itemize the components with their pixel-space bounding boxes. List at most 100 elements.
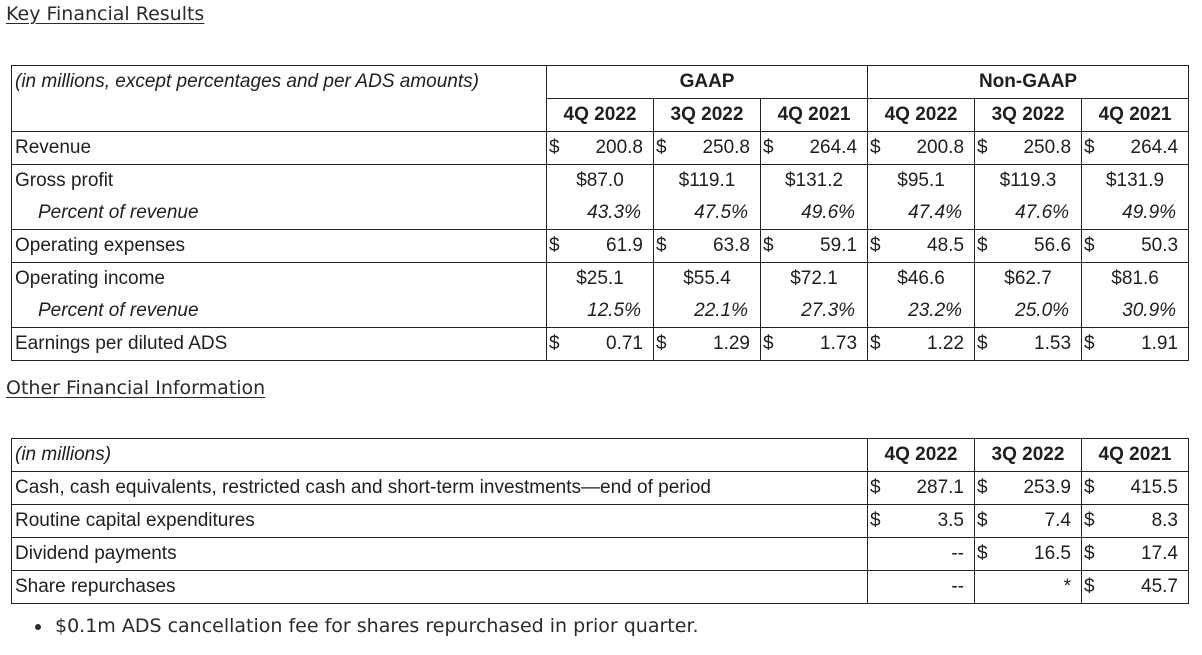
dollar-sign: $ (870, 333, 881, 354)
gross-profit-value: $131.2 (759, 164, 869, 197)
dollar-sign: $ (977, 477, 988, 498)
period-header: 4Q 2022 (867, 98, 976, 132)
eps-value: 0.71 (606, 333, 643, 354)
gross-profit-value: $95.1 (867, 164, 976, 197)
table-row: Routine capital expenditures $3.5 $7.4 $… (11, 504, 1189, 538)
operating-percent-value: 30.9% (1081, 295, 1190, 328)
gross-percent-value: 43.3% (546, 197, 654, 230)
dollar-sign: $ (763, 333, 774, 354)
row-label-opex: Operating expenses (11, 229, 547, 263)
eps-value: 1.73 (820, 333, 858, 354)
row-label-revenue: Revenue (11, 131, 547, 165)
operating-percent-value: 27.3% (759, 295, 869, 328)
period-header: 3Q 2022 (653, 98, 761, 132)
opex-value: 50.3 (1141, 235, 1179, 256)
dollar-sign: $ (656, 235, 667, 256)
row-label-operating-income: Operating income (11, 262, 547, 295)
period-header: 4Q 2021 (1081, 98, 1190, 132)
dividend-value: -- (951, 543, 964, 564)
operating-income-value: $46.6 (867, 262, 976, 295)
operating-income-value: $25.1 (546, 262, 654, 295)
gross-profit-value: $119.1 (653, 164, 761, 197)
dollar-sign: $ (870, 477, 881, 498)
opex-value: 59.1 (820, 235, 858, 256)
operating-income-value: $55.4 (653, 262, 761, 295)
eps-value: 1.91 (1141, 333, 1179, 354)
repurchase-value: * (1063, 576, 1071, 597)
row-label-eps: Earnings per diluted ADS (11, 327, 547, 361)
revenue-value: 250.8 (702, 137, 750, 158)
bullet-icon (35, 623, 41, 630)
dollar-sign: $ (656, 137, 667, 158)
table-row: Operating income $25.1 $55.4 $72.1 $46.6… (11, 262, 1190, 295)
dollar-sign: $ (870, 510, 881, 531)
dollar-sign: $ (1084, 477, 1095, 498)
operating-percent-value: 25.0% (974, 295, 1083, 328)
other-financial-information-table: (in millions) 4Q 2022 3Q 2022 4Q 2021 Ca… (11, 438, 1189, 604)
gross-percent-value: 47.5% (653, 197, 761, 230)
footnote-text: $0.1m ADS cancellation fee for shares re… (55, 615, 699, 637)
table-row: Cash, cash equivalents, restricted cash … (11, 471, 1189, 505)
gross-profit-value: $119.3 (974, 164, 1083, 197)
eps-value: 1.53 (1034, 333, 1072, 354)
operating-income-value: $81.6 (1081, 262, 1190, 295)
revenue-value: 200.8 (595, 137, 643, 158)
cash-value: 415.5 (1130, 477, 1178, 498)
gaap-header: GAAP (545, 65, 869, 99)
dollar-sign: $ (1084, 510, 1095, 531)
dollar-sign: $ (977, 510, 988, 531)
row-label-gross-percent: Percent of revenue (11, 197, 547, 230)
header-spacer (11, 98, 547, 132)
table-row: Share repurchases -- * $45.7 (11, 570, 1189, 604)
cash-value: 287.1 (916, 477, 964, 498)
dollar-sign: $ (977, 543, 988, 564)
opex-value: 48.5 (927, 235, 965, 256)
period-header: 4Q 2021 (1081, 438, 1189, 472)
table-row: Operating expenses $61.9 $63.8 $59.1 $48… (11, 229, 1190, 263)
row-label-operating-percent: Percent of revenue (11, 295, 547, 328)
row-label-share-repurchases: Share repurchases (11, 570, 868, 604)
row-label-capex: Routine capital expenditures (11, 504, 868, 538)
dollar-sign: $ (977, 137, 988, 158)
unit-note: (in millions) (11, 438, 868, 472)
dollar-sign: $ (1084, 576, 1095, 597)
dollar-sign: $ (763, 137, 774, 158)
operating-percent-value: 12.5% (546, 295, 654, 328)
repurchase-value: -- (951, 576, 964, 597)
opex-value: 61.9 (606, 235, 643, 256)
opex-value: 63.8 (713, 235, 750, 256)
gross-percent-value: 49.6% (759, 197, 869, 230)
other-financial-information-title: Other Financial Information (6, 377, 266, 399)
dividend-value: 16.5 (1034, 543, 1071, 564)
dollar-sign: $ (656, 333, 667, 354)
table-row: Earnings per diluted ADS $0.71 $1.29 $1.… (11, 327, 1190, 361)
dividend-value: 17.4 (1141, 543, 1178, 564)
opex-value: 56.6 (1034, 235, 1072, 256)
gross-percent-value: 47.4% (867, 197, 976, 230)
gross-percent-value: 49.9% (1081, 197, 1190, 230)
dollar-sign: $ (977, 235, 988, 256)
operating-income-value: $72.1 (759, 262, 869, 295)
table-row: Dividend payments -- $16.5 $17.4 (11, 537, 1189, 571)
gross-profit-value: $87.0 (546, 164, 654, 197)
dollar-sign: $ (1084, 543, 1095, 564)
eps-value: 1.29 (713, 333, 750, 354)
operating-income-value: $62.7 (974, 262, 1083, 295)
period-header: 4Q 2021 (759, 98, 869, 132)
unit-note: (in millions, except percentages and per… (11, 65, 547, 99)
repurchase-value: 45.7 (1141, 576, 1178, 597)
gross-profit-value: $131.9 (1081, 164, 1190, 197)
key-financial-results-title: Key Financial Results (6, 3, 205, 25)
period-header: 3Q 2022 (974, 98, 1083, 132)
key-financial-results-table: (in millions, except percentages and per… (11, 65, 1190, 361)
dollar-sign: $ (1084, 235, 1095, 256)
period-header: 4Q 2022 (546, 98, 654, 132)
cash-value: 253.9 (1023, 477, 1071, 498)
dollar-sign: $ (1084, 137, 1095, 158)
dollar-sign: $ (549, 235, 560, 256)
dollar-sign: $ (549, 333, 560, 354)
period-header: 3Q 2022 (974, 438, 1082, 472)
table-row: Gross profit $87.0 $119.1 $131.2 $95.1 $… (11, 164, 1190, 197)
revenue-value: 200.8 (916, 137, 965, 158)
non-gaap-header: Non-GAAP (867, 65, 1190, 99)
